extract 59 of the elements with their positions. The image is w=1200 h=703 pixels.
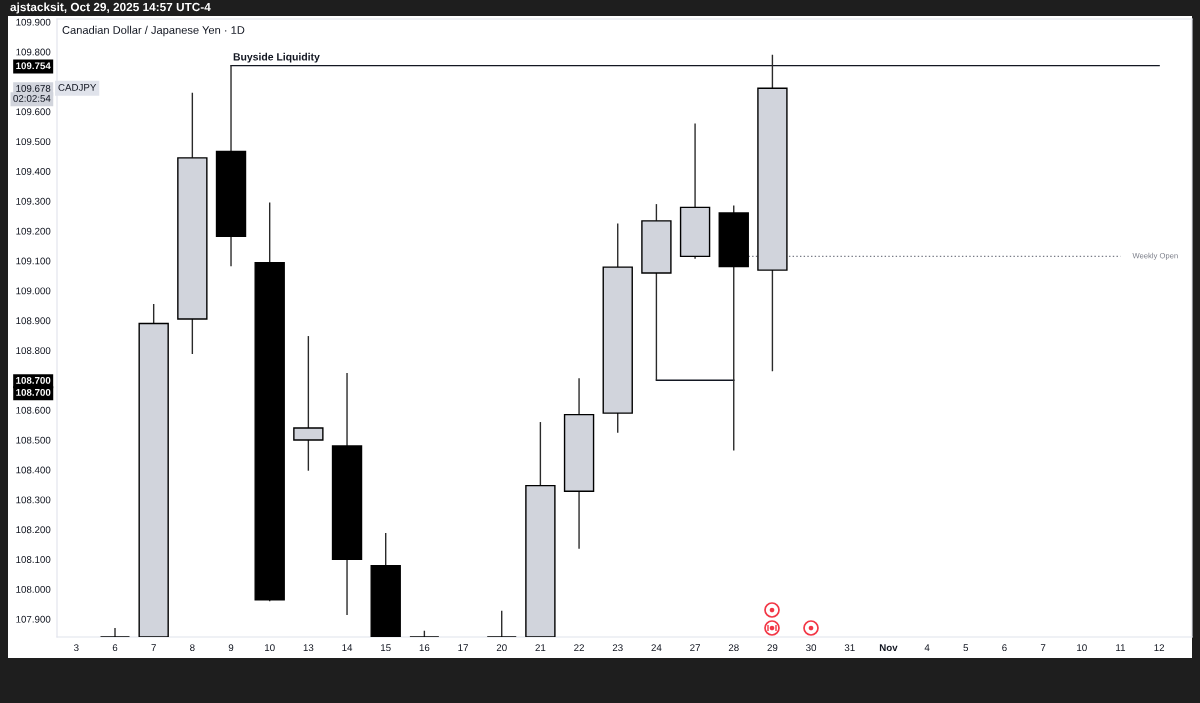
y-tick-label: 109.800 xyxy=(16,48,51,56)
y-tick-label: 109.900 xyxy=(16,18,51,26)
x-tick-label: 15 xyxy=(381,644,391,652)
text: Canadian Dollar / Japanese Yen · 1D xyxy=(62,25,245,37)
x-tick-label: 23 xyxy=(612,644,623,652)
x-tick-label: 10 xyxy=(265,644,275,652)
x-tick-label: 12 xyxy=(1154,644,1165,651)
y-tick-label: 109.500 xyxy=(16,138,51,146)
y-tick-label: 108.000 xyxy=(16,585,51,593)
x-tick-label: 6 xyxy=(112,644,118,652)
y-tick-label: 109.300 xyxy=(16,197,51,205)
x-tick-label: 13 xyxy=(303,644,314,652)
y-tick-label: 108.700 xyxy=(16,376,51,384)
series-label: Buyside Liquidity xyxy=(233,52,320,63)
x-tick-label: 4 xyxy=(924,644,930,651)
y-tick-label: 109.754 xyxy=(16,62,51,70)
x-tick-label: 10 xyxy=(1077,644,1087,652)
annotation: CADJPY xyxy=(58,83,97,91)
text: 02:02:54 xyxy=(13,94,51,102)
y-tick-label: 109.600 xyxy=(16,108,51,116)
x-tick-label: 17 xyxy=(458,644,468,651)
y-tick-label: 108.900 xyxy=(16,317,51,325)
x-tick-label: 22 xyxy=(574,644,584,651)
x-tick-label: Nov xyxy=(879,644,898,652)
y-tick-label: 109.400 xyxy=(16,167,51,175)
y-tick-label: 108.100 xyxy=(16,556,51,563)
x-tick-label: 28 xyxy=(728,644,739,652)
x-tick-label: 21 xyxy=(535,644,546,651)
x-tick-label: 3 xyxy=(74,644,79,652)
y-tick-label: 108.600 xyxy=(16,406,51,414)
x-tick-label: 16 xyxy=(419,644,430,652)
candlestick xyxy=(293,335,324,472)
y-tick-label: 108.500 xyxy=(16,436,51,444)
y-tick-label: 109.678 xyxy=(16,85,51,92)
x-tick-label: 5 xyxy=(963,644,969,652)
x-tick-label: 14 xyxy=(342,644,353,651)
candlestick xyxy=(99,627,131,637)
x-tick-label: 6 xyxy=(1002,644,1007,652)
y-tick-label: 108.300 xyxy=(16,496,51,504)
y-tick-label: 108.200 xyxy=(16,526,51,534)
x-tick-label: 7 xyxy=(151,644,156,651)
x-tick-label: 27 xyxy=(690,644,700,651)
chart-subtitle: ajstacksit, Oct 29, 2025 14:57 UTC-4 xyxy=(10,2,211,14)
x-tick-label: 7 xyxy=(1040,644,1046,651)
y-tick-label: 108.400 xyxy=(16,466,51,474)
y-tick-label: 108.800 xyxy=(16,347,51,355)
x-tick-label: 24 xyxy=(651,644,662,651)
y-tick-label: 109.100 xyxy=(16,257,51,265)
x-tick-label: 9 xyxy=(228,644,234,652)
x-tick-label: 20 xyxy=(496,644,507,652)
x-tick-label: 11 xyxy=(1116,644,1126,651)
x-tick-label: 8 xyxy=(190,644,195,652)
candlestick xyxy=(486,610,517,637)
y-tick-label: 109.200 xyxy=(16,227,51,235)
x-tick-label: 30 xyxy=(806,644,817,652)
y-tick-label: 107.900 xyxy=(16,615,51,623)
x-tick-label: 31 xyxy=(844,644,855,652)
x-tick-label: 29 xyxy=(767,644,778,652)
y-tick-label: 109.000 xyxy=(16,287,51,295)
